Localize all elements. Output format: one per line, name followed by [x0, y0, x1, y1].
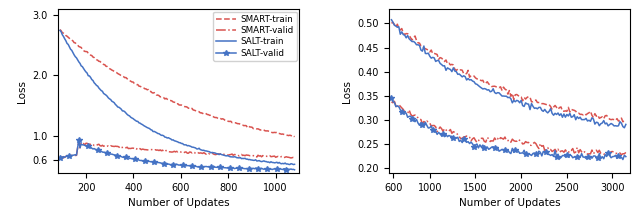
- SALT-train: [118, 110, 126, 112]
- SMART-valid: [65, 155, 73, 157]
- SALT-train: [70, 54, 78, 56]
- SALT-valid: [70, 154, 78, 156]
- SMART-valid: [280, 156, 288, 159]
- SALT-valid: [272, 167, 280, 170]
- SMART-valid: [56, 156, 64, 159]
- SMART-valid: [287, 157, 295, 159]
- X-axis label: Number of Updates: Number of Updates: [127, 198, 229, 208]
- SALT-valid: [280, 167, 288, 170]
- SALT-valid: [291, 168, 298, 171]
- SMART-valid: [75, 139, 83, 141]
- SMART-train: [279, 133, 287, 135]
- Line: SALT-valid: SALT-valid: [57, 137, 298, 173]
- SALT-valid: [282, 168, 290, 171]
- SALT-train: [65, 46, 73, 48]
- Legend: SMART-train, SMART-valid, SALT-train, SALT-valid: SMART-train, SMART-valid, SALT-train, SA…: [212, 12, 297, 61]
- SMART-train: [271, 131, 278, 134]
- SMART-train: [65, 37, 73, 40]
- SMART-valid: [272, 156, 280, 159]
- SMART-train: [118, 75, 126, 77]
- SALT-train: [271, 161, 278, 164]
- SALT-valid: [65, 155, 73, 157]
- X-axis label: Number of Updates: Number of Updates: [459, 198, 561, 208]
- SALT-valid: [75, 139, 83, 141]
- SALT-train: [56, 29, 64, 32]
- Line: SMART-valid: SMART-valid: [60, 140, 294, 158]
- Y-axis label: Loss: Loss: [342, 79, 352, 103]
- SMART-valid: [120, 146, 127, 149]
- SMART-train: [291, 135, 298, 138]
- SMART-train: [100, 63, 108, 66]
- SALT-train: [289, 163, 297, 166]
- Line: SALT-train: SALT-train: [60, 30, 294, 165]
- SALT-valid: [120, 156, 127, 159]
- SALT-valid: [56, 156, 64, 159]
- SMART-train: [70, 41, 78, 44]
- SALT-valid: [101, 151, 109, 154]
- SMART-valid: [70, 154, 78, 157]
- Line: SMART-train: SMART-train: [60, 30, 294, 137]
- SMART-valid: [291, 156, 298, 159]
- SMART-valid: [101, 144, 109, 147]
- SALT-train: [279, 162, 287, 165]
- SALT-train: [291, 163, 298, 166]
- SALT-train: [100, 92, 108, 95]
- SMART-train: [56, 28, 64, 31]
- Y-axis label: Loss: Loss: [17, 79, 27, 103]
